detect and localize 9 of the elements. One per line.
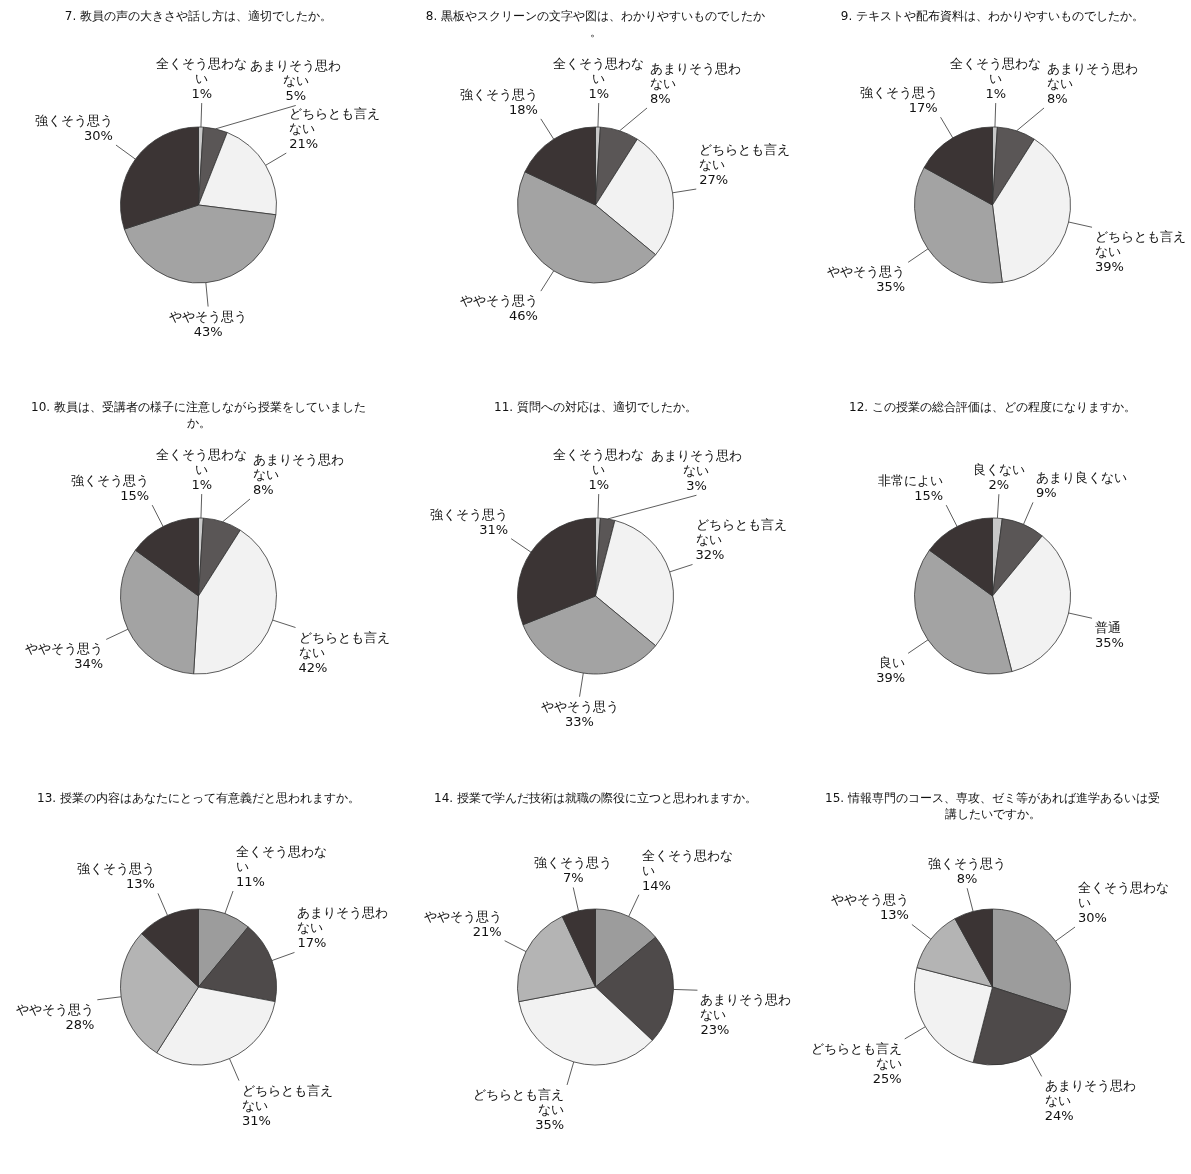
title: 7. 教員の声の大きさや話し方は、適切でしたか。 <box>64 9 333 23</box>
title: 10. 教員は、受講者の様子に注意しながら授業をしていましたか。 <box>31 400 366 430</box>
title: 8. 黒板やスクリーンの文字や図は、わかりやすいものでしたか。 <box>425 9 766 39</box>
title: 13. 授業の内容はあなたにとって有意義だと思われますか。 <box>37 791 360 805</box>
title: 12. この授業の総合評価は、どの程度になりますか。 <box>849 400 1136 414</box>
title: 11. 質問への対応は、適切でしたか。 <box>494 400 697 414</box>
title: 9. テキストや配布資料は、わかりやすいものでしたか。 <box>840 9 1145 23</box>
title: 14. 授業で学んだ技術は就職の際役に立つと思われますか。 <box>434 791 757 805</box>
title: 15. 情報専門のコース、専攻、ゼミ等があれば進学あるいは受講したいですか。 <box>825 791 1160 821</box>
